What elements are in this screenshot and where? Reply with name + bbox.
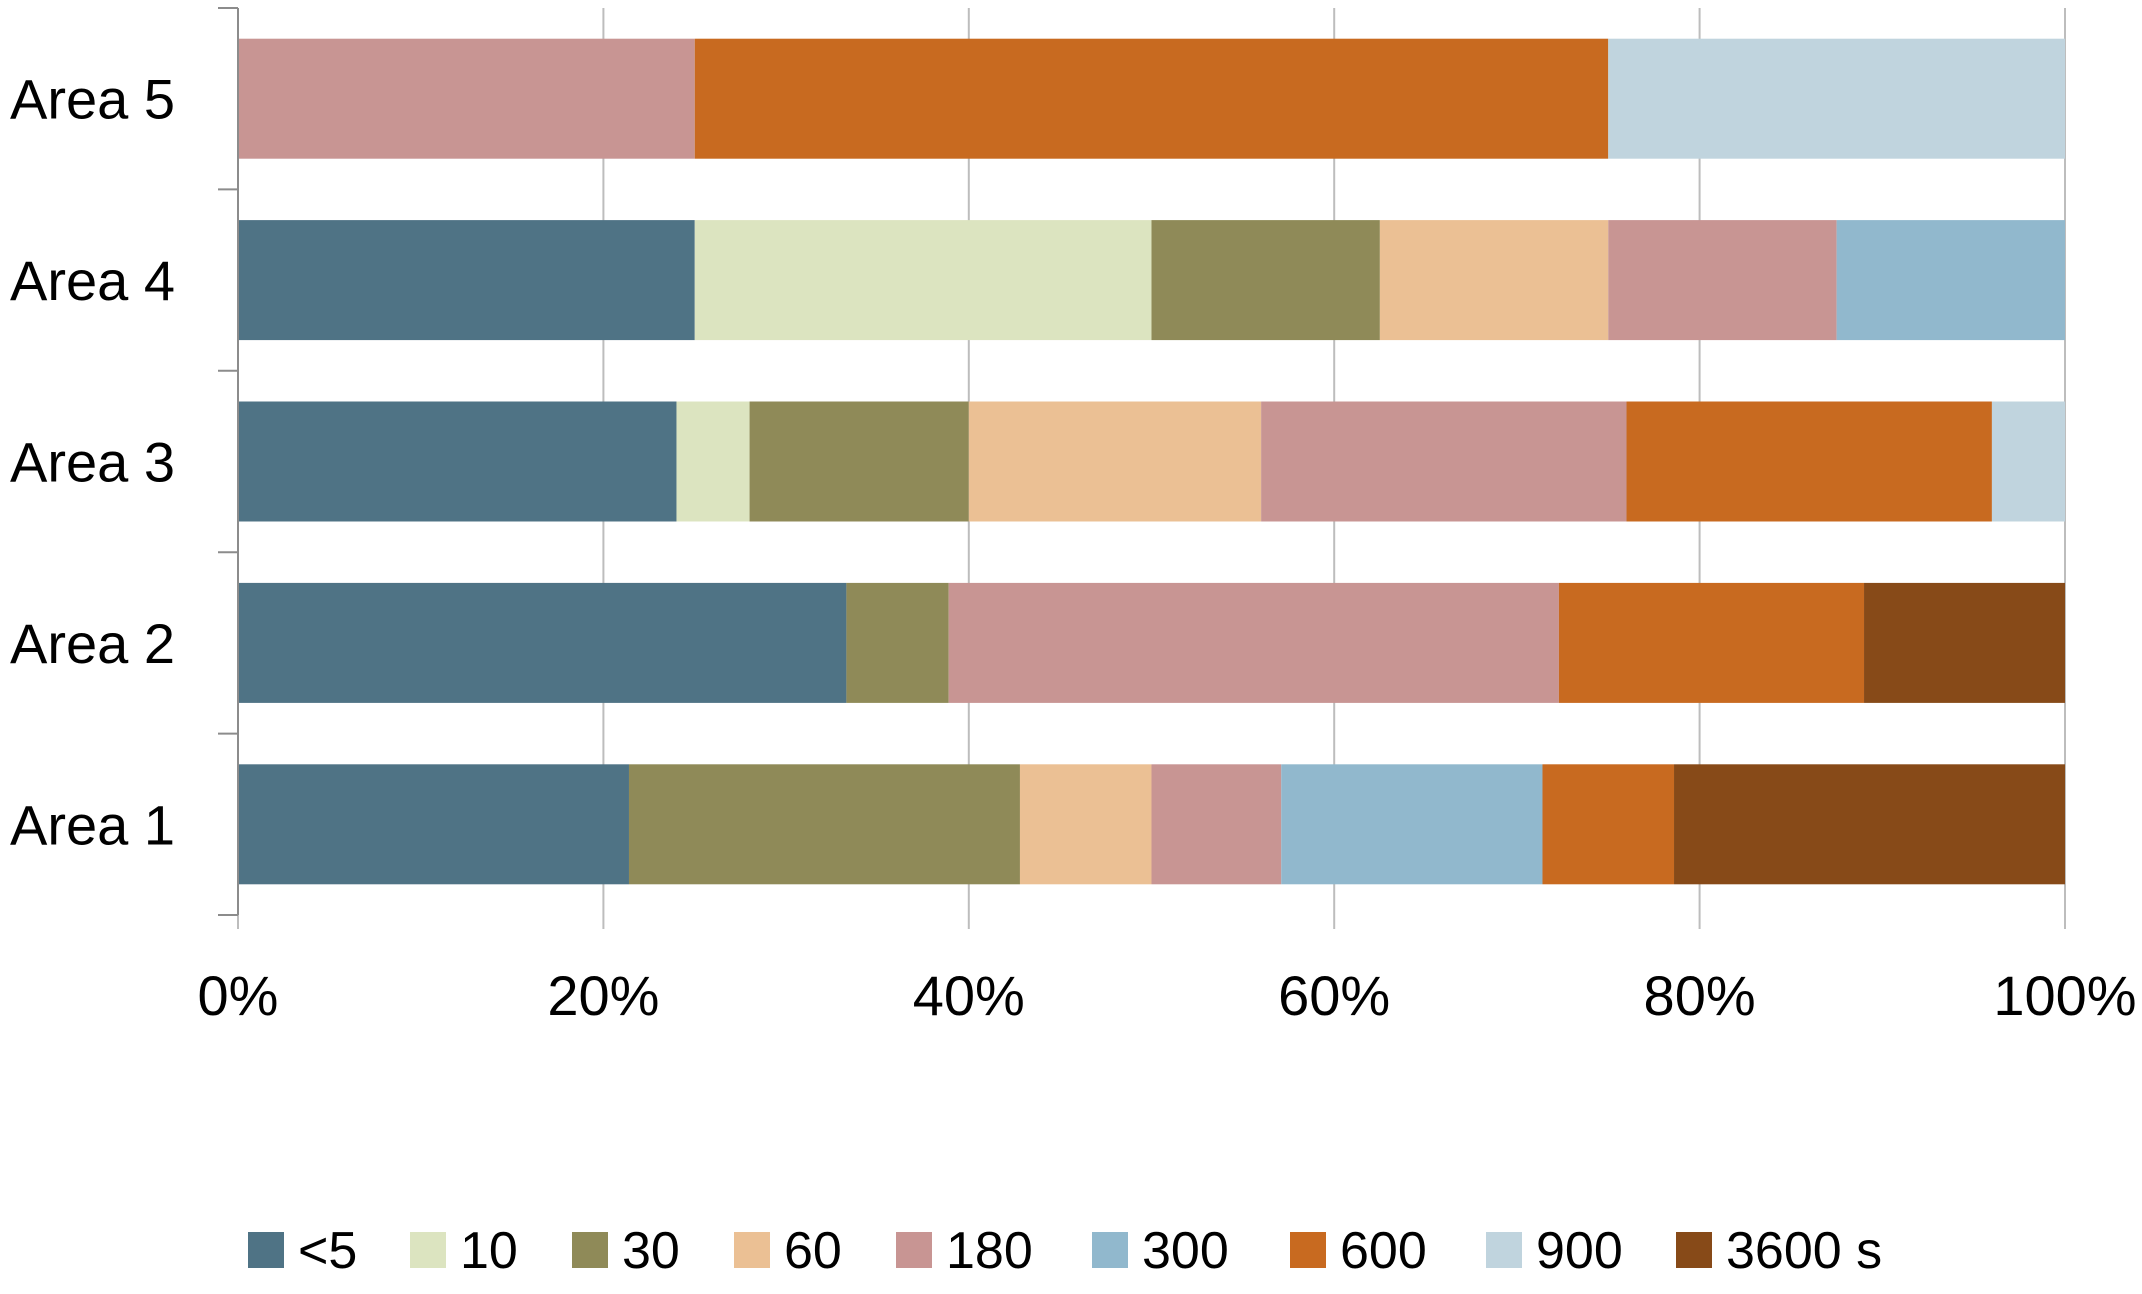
category-label: Area 1 (10, 793, 175, 856)
x-tick-labels: 0% 20% 40% 60% 80% 100% (198, 964, 2137, 1027)
bar-segment (238, 582, 847, 703)
category-label: Area 3 (10, 431, 175, 494)
legend-swatch (1290, 1232, 1326, 1268)
category-labels: Area 5 Area 4 Area 3 Area 2 Area 1 (10, 68, 175, 857)
bar-segment (1626, 401, 1992, 522)
bar-segment (694, 38, 1609, 159)
bar-segment (238, 38, 695, 159)
bar-segment (1261, 401, 1627, 522)
legend-label: 10 (460, 1222, 518, 1280)
category-label: Area 4 (10, 249, 175, 312)
legend-label: 300 (1142, 1222, 1229, 1280)
bar-segment (1864, 582, 2065, 703)
x-tick-label: 100% (1993, 964, 2136, 1027)
x-tick-label: 20% (547, 964, 659, 1027)
bar-segment (238, 220, 695, 341)
bar-segment (968, 401, 1262, 522)
bar-segment (628, 764, 1020, 885)
legend-swatch (572, 1232, 608, 1268)
bar-segment (1151, 764, 1282, 885)
bar-segment (749, 401, 969, 522)
legend-label: 30 (622, 1222, 680, 1280)
legend-swatch (896, 1232, 932, 1268)
bar-segment (694, 220, 1152, 341)
category-label: Area 2 (10, 612, 175, 675)
bar-segment (1836, 220, 2065, 341)
bar-segment (1281, 764, 1543, 885)
x-tick-label: 0% (198, 964, 279, 1027)
legend-label: 3600 s (1726, 1222, 1882, 1280)
legend-swatch (734, 1232, 770, 1268)
bar-segment (846, 582, 949, 703)
bar-segment (238, 764, 629, 885)
legend-swatch (1092, 1232, 1128, 1268)
legend-label: <5 (298, 1222, 357, 1280)
bar-segment (1558, 582, 1865, 703)
bar-segment (1151, 220, 1380, 341)
legend-swatch (248, 1232, 284, 1268)
bar-segment (948, 582, 1559, 703)
bar-segment (1608, 220, 1837, 341)
bar-segment (1542, 764, 1675, 885)
category-label: Area 5 (10, 68, 175, 131)
bar-segment (1991, 401, 2065, 522)
bar-segment (1674, 764, 2065, 885)
legend: <5 10 30 60 180 300 600 900 3600 s (248, 1222, 1882, 1280)
x-tick-label: 60% (1278, 964, 1390, 1027)
bar-segment (676, 401, 750, 522)
legend-label: 60 (784, 1222, 842, 1280)
legend-label: 600 (1340, 1222, 1427, 1280)
bar-segment (1608, 38, 2065, 159)
x-tick-label: 80% (1644, 964, 1756, 1027)
legend-label: 900 (1536, 1222, 1623, 1280)
bars (238, 38, 2065, 885)
x-tick-label: 40% (913, 964, 1025, 1027)
legend-swatch (1486, 1232, 1522, 1268)
bar-segment (1019, 764, 1152, 885)
legend-label: 180 (946, 1222, 1033, 1280)
legend-swatch (410, 1232, 446, 1268)
axes (218, 7, 239, 916)
legend-swatch (1676, 1232, 1712, 1268)
bar-segment (1379, 220, 1609, 341)
bar-segment (238, 401, 677, 522)
